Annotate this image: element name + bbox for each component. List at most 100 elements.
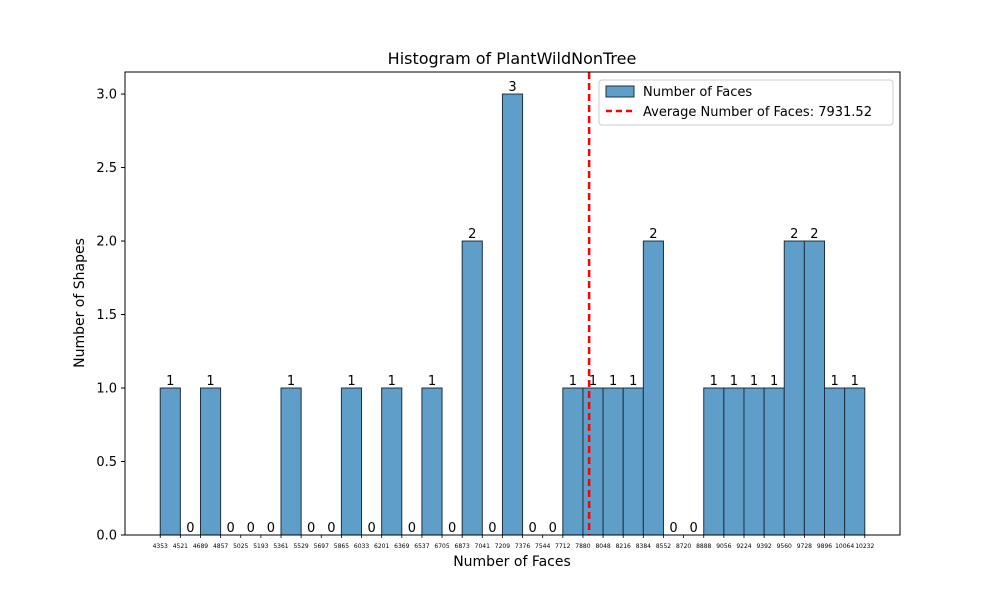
- x-tick-label: 5529: [293, 543, 308, 550]
- bar-data-label: 1: [388, 374, 396, 389]
- histogram-bar: [421, 387, 443, 536]
- histogram-bar: [280, 387, 302, 536]
- bar-data-label: 0: [448, 521, 456, 536]
- histogram-bar: [582, 387, 604, 536]
- bar-data-label: 0: [528, 521, 536, 536]
- bar-data-label: 1: [629, 374, 637, 389]
- chart-title: Histogram of PlantWildNonTree: [388, 49, 637, 68]
- legend-box: [598, 79, 894, 126]
- histogram-bar: [461, 240, 483, 536]
- bar-data-label: 2: [810, 227, 818, 242]
- histogram-bar: [622, 387, 644, 536]
- x-tick-label: 10064: [835, 543, 854, 550]
- x-tick-label: 10232: [855, 543, 874, 550]
- bar-data-label: 0: [488, 521, 496, 536]
- bar-data-label: 1: [710, 374, 718, 389]
- bar-data-label: 1: [770, 374, 778, 389]
- bar-data-label: 1: [830, 374, 838, 389]
- histogram-bar: [642, 240, 664, 536]
- x-tick-label: 8720: [676, 543, 691, 550]
- histogram-bar: [159, 387, 181, 536]
- x-tick-label: 8384: [636, 543, 651, 550]
- histogram-bar: [783, 240, 805, 536]
- bar-data-label: 1: [569, 374, 577, 389]
- x-axis-label: Number of Faces: [453, 554, 571, 570]
- bar-data-label: 2: [468, 227, 476, 242]
- x-tick-label: 4521: [173, 543, 188, 550]
- bar-data-label: 1: [609, 374, 617, 389]
- x-tick-label: 5193: [253, 543, 268, 550]
- bar-data-label: 0: [186, 521, 194, 536]
- x-tick-label: 4689: [193, 543, 208, 550]
- bar-data-label: 0: [247, 521, 255, 536]
- histogram-bar: [824, 387, 846, 536]
- bar-data-label: 0: [227, 521, 235, 536]
- bar-data-label: 2: [649, 227, 657, 242]
- y-tick-label: 3.0: [96, 88, 117, 103]
- histogram-bar: [562, 387, 584, 536]
- x-tick-label: 6873: [455, 543, 470, 550]
- y-tick-label: 2.0: [96, 235, 117, 250]
- histogram-bar: [743, 387, 765, 536]
- bar-data-label: 1: [166, 374, 174, 389]
- x-tick-label: 6705: [434, 543, 449, 550]
- x-axis-ticks: 4353 4521 4689 4857 5025 5193 5361 5529 5697 5865…: [153, 535, 874, 550]
- x-tick-label: 7712: [555, 543, 570, 550]
- x-tick-label: 7376: [515, 543, 530, 550]
- y-axis-label: Number of Shapes: [72, 238, 88, 368]
- x-tick-label: 4353: [153, 543, 168, 550]
- bar-data-label: 0: [549, 521, 557, 536]
- bar-data-label: 0: [307, 521, 315, 536]
- y-tick-label: 0.0: [96, 529, 117, 544]
- histogram-bar: [602, 387, 624, 536]
- plot-area-frame: [124, 71, 901, 536]
- bar-data-label: 2: [790, 227, 798, 242]
- bar-data-label: 0: [690, 521, 698, 536]
- x-tick-label: 6201: [374, 543, 389, 550]
- x-tick-label: 5025: [233, 543, 248, 550]
- histogram-bar: [340, 387, 363, 536]
- x-tick-label: 8888: [696, 543, 711, 550]
- histogram-bar: [381, 387, 403, 536]
- histogram-bar: [803, 240, 826, 536]
- x-tick-label: 5865: [334, 543, 349, 550]
- bar-data-label: 1: [347, 374, 355, 389]
- histogram-bar: [844, 387, 866, 536]
- bar-data-label: 1: [206, 374, 214, 389]
- bar-data-label: 0: [669, 521, 677, 536]
- y-tick-label: 0.5: [96, 455, 117, 470]
- legend-label-average: Average Number of Faces: 7931.52: [643, 105, 872, 120]
- x-tick-label: 5697: [314, 543, 329, 550]
- x-tick-label: 9560: [777, 543, 792, 550]
- x-tick-label: 8048: [595, 543, 610, 550]
- x-tick-label: 9896: [817, 543, 832, 550]
- bar-data-label: 0: [267, 521, 275, 536]
- x-tick-label: 6033: [354, 543, 369, 550]
- x-tick-label: 6369: [394, 543, 409, 550]
- histogram-bar: [763, 387, 785, 536]
- x-tick-label: 9392: [756, 543, 771, 550]
- legend-bar-swatch: [605, 85, 635, 98]
- bar-data-label: 1: [287, 374, 295, 389]
- y-tick-label: 1.0: [96, 382, 117, 397]
- x-tick-label: 9728: [797, 543, 812, 550]
- histogram-bar: [703, 387, 725, 536]
- y-tick-label: 1.5: [96, 308, 117, 323]
- x-tick-label: 8216: [616, 543, 631, 550]
- bar-data-label: 3: [508, 80, 516, 95]
- y-tick-label: 2.5: [96, 161, 117, 176]
- legend-label-faces: Number of Faces: [643, 85, 752, 100]
- bars-layer: [159, 93, 866, 536]
- x-tick-label: 7041: [475, 543, 490, 550]
- bar-data-label: 1: [428, 374, 436, 389]
- bar-data-label: 1: [730, 374, 738, 389]
- x-tick-label: 8552: [656, 543, 671, 550]
- y-axis-ticks: 0.0 0.5 1.0 1.5 2.0 2.5 3.0: [96, 88, 125, 544]
- histogram-bar: [723, 387, 745, 536]
- x-tick-label: 9056: [716, 543, 731, 550]
- x-tick-label: 4857: [213, 543, 228, 550]
- histogram-bar: [199, 387, 222, 536]
